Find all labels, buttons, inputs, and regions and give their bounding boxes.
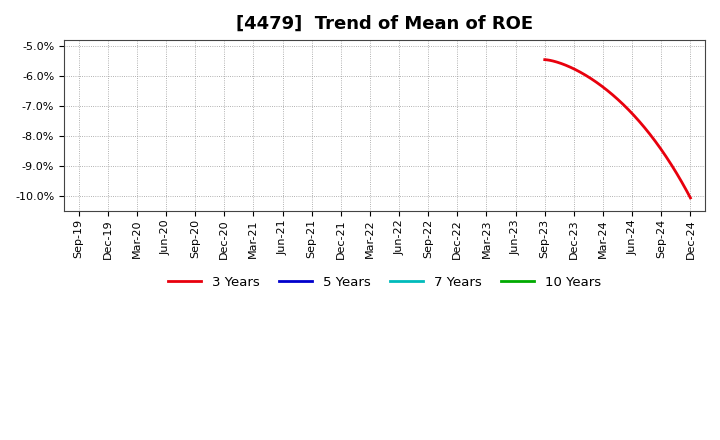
Title: [4479]  Trend of Mean of ROE: [4479] Trend of Mean of ROE [236, 15, 533, 33]
Legend: 3 Years, 5 Years, 7 Years, 10 Years: 3 Years, 5 Years, 7 Years, 10 Years [163, 270, 606, 294]
